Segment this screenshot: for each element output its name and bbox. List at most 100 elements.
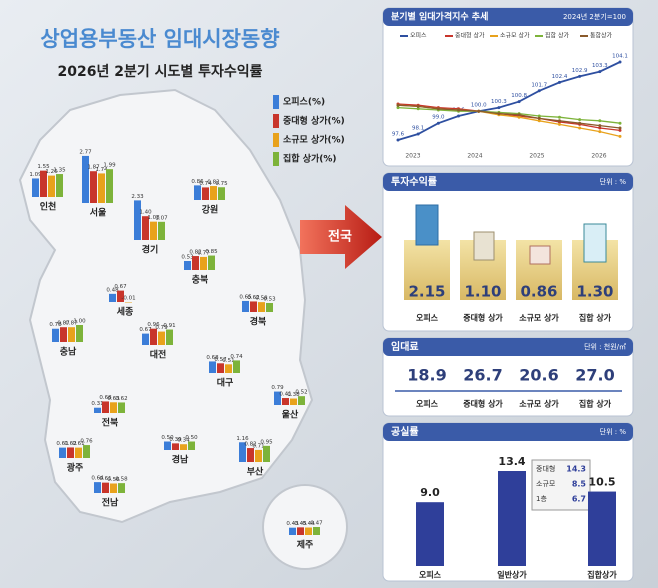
trend-point [598, 70, 602, 74]
region-value: 0.41 [279, 392, 291, 398]
legend-label: 소규모 상가(%) [283, 134, 345, 146]
region-bar [217, 363, 224, 373]
vacancy-bar [588, 491, 616, 566]
region-value: 0.47 [310, 521, 323, 527]
vacancy-name: 집합상가 [587, 570, 617, 580]
region-bar [110, 402, 117, 413]
region-value: 1.87 [87, 165, 100, 171]
region-value: 0.79 [271, 385, 284, 391]
region-value: 0.67 [139, 327, 152, 333]
region-bar [118, 402, 125, 413]
region-value: 0.34 [177, 438, 190, 444]
trend-point [537, 116, 541, 120]
region-value: 1.26 [45, 169, 58, 175]
region-value: 1.07 [155, 215, 168, 221]
region-value: 0.67 [114, 284, 127, 290]
region-value: 0.62 [247, 295, 259, 301]
trend-point [537, 89, 541, 93]
region-name: 울산 [282, 409, 299, 421]
rent-panel: 임대료 단위 : 천원/㎡ [382, 337, 634, 417]
trend-point [578, 118, 582, 122]
region-bar [274, 391, 281, 405]
trend-point [578, 74, 582, 78]
region-bar [266, 302, 273, 312]
breakdown-value: 6.7 [572, 495, 586, 504]
region-bar [297, 527, 304, 535]
legend-label: 집합 상가(%) [283, 153, 337, 165]
region-value: 0.85 [205, 249, 218, 255]
region-value: 0.50 [161, 435, 174, 441]
region-bar [68, 327, 75, 342]
region-bar [166, 329, 173, 345]
trend-point [537, 119, 541, 123]
region-value: 0.31 [91, 401, 103, 407]
region-value: 0.39 [169, 437, 182, 443]
legend-swatch [273, 133, 279, 147]
region-bar [208, 255, 215, 270]
region-bar [282, 398, 289, 405]
region-value: 0.51 [222, 358, 234, 364]
region-bar [59, 447, 66, 458]
trend-point [598, 119, 602, 123]
region-value: 1.74 [95, 167, 108, 173]
region-bar [164, 441, 171, 450]
region-bar [250, 301, 257, 312]
legend-swatch [273, 152, 279, 166]
trend-point [618, 128, 622, 132]
trend-point [396, 103, 400, 107]
legend-swatch [273, 95, 279, 109]
region-bar [125, 302, 132, 303]
trend-point [537, 114, 541, 118]
region-bar [258, 302, 265, 312]
region-bar [134, 200, 141, 240]
region-value: 1.08 [147, 215, 160, 221]
trend-legend-label: 소규모 상가 [500, 32, 530, 40]
stat-value: 1.30 [576, 283, 613, 301]
trend-point [477, 109, 481, 113]
trend-line [397, 61, 621, 141]
region-bar [150, 328, 157, 345]
vacancy-value: 9.0 [420, 486, 440, 499]
region-value: -0.01 [121, 296, 135, 302]
region-bar [106, 169, 113, 203]
region-name: 제주 [297, 539, 314, 551]
jeju-inset [262, 484, 348, 570]
region-value: 0.74 [230, 354, 243, 360]
subtitle: 2026년 2분기 시도별 투자수익률 [57, 63, 262, 80]
region-value: 0.79 [155, 325, 168, 331]
trend-point [457, 108, 461, 112]
region-bar [263, 445, 270, 462]
region-bar [102, 401, 109, 413]
panel-title: 임대료 [391, 340, 419, 353]
region-value: 0.82 [244, 442, 256, 448]
region-value: 1.35 [53, 168, 66, 174]
trend-value: 100.3 [491, 99, 507, 105]
breakdown-name: 중대형 [536, 465, 555, 473]
stat-name: 집합 상가 [579, 313, 612, 323]
legend-label: 오피스(%) [283, 96, 325, 108]
stat-value: 0.86 [520, 283, 557, 301]
stat-name: 오피스 [416, 399, 439, 409]
region-value: 1.09 [29, 172, 42, 178]
trend-point [497, 106, 501, 110]
region-name: 서울 [90, 207, 107, 219]
vacancy-name: 오피스 [419, 570, 442, 580]
region-value: 0.53 [181, 254, 194, 260]
panel-title: 공실률 [391, 425, 419, 438]
region-name: 경북 [250, 316, 267, 328]
region-value: 1.00 [73, 319, 86, 325]
region-value: 0.77 [197, 250, 210, 256]
trend-point [557, 122, 561, 126]
trend-point [497, 112, 501, 116]
region-bar [194, 185, 201, 200]
region-bar [142, 216, 149, 240]
region-value: 0.45 [294, 521, 307, 527]
region-value: 0.58 [255, 296, 268, 302]
region-bar [102, 482, 109, 493]
region-bar [109, 293, 116, 302]
region-value: 2.77 [79, 149, 92, 155]
stat-name: 중대형 상가 [463, 399, 503, 409]
stat-name: 집합 상가 [579, 399, 612, 409]
region-value: 1.99 [103, 163, 116, 169]
trend-point [578, 126, 582, 130]
